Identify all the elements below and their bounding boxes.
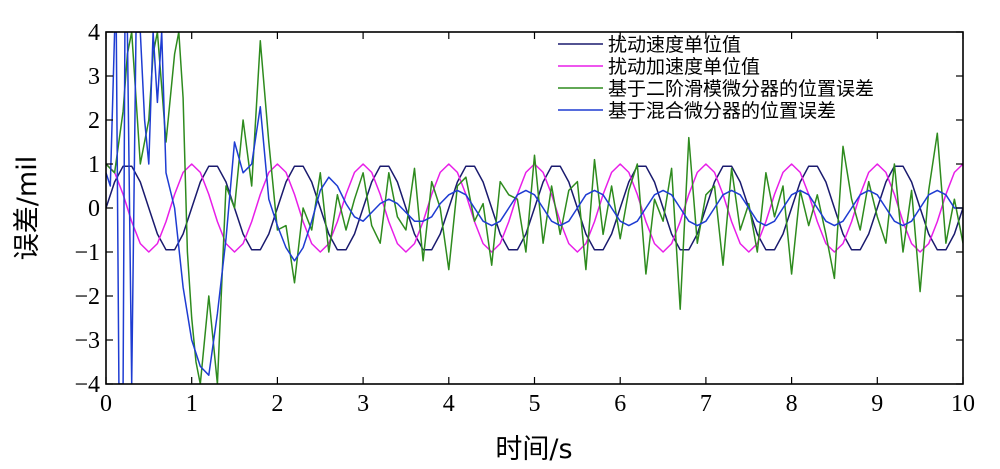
legend-label-3: 基于混合微分器的位置误差 [608,100,836,122]
y-tick-label: −4 [74,372,100,398]
y-tick-label: −2 [74,284,100,310]
x-tick-label: 8 [786,391,798,417]
x-tick-label: 6 [614,391,626,417]
x-tick-label: 3 [357,391,369,417]
x-tick-label: 0 [100,391,112,417]
legend-label-2: 基于二阶滑模微分器的位置误差 [608,78,874,100]
legend: 扰动速度单位值扰动加速度单位值基于二阶滑模微分器的位置误差基于混合微分器的位置误… [558,34,874,122]
ticks-layer [105,31,964,385]
x-tick-label: 10 [951,391,975,417]
x-tick-label: 4 [443,391,455,417]
y-tick-label: 0 [88,196,100,222]
x-tick-label: 7 [700,391,712,417]
legend-label-0: 扰动速度单位值 [608,34,741,56]
series-layer [106,32,963,384]
series-line-1 [106,163,963,253]
y-tick-label: 2 [88,108,100,134]
tick-labels: 0 1 2 3 4 5 6 7 8 9 10 −4 −3 −2 −1 0 1 2 3 4 [74,20,975,417]
x-tick-label: 2 [271,391,283,417]
y-tick-label: 3 [88,64,100,90]
legend-label-1: 扰动加速度单位值 [608,56,760,78]
y-tick-label: 4 [88,20,100,46]
series-line-3 [106,32,963,384]
y-axis-title: 误差/mil [12,156,43,260]
y-tick-label: 1 [88,152,100,178]
series-line-0 [106,165,963,251]
x-tick-label: 5 [529,391,541,417]
x-tick-label: 9 [871,391,883,417]
y-tick-label: −3 [74,328,100,354]
x-axis-title: 时间/s [495,434,572,465]
x-tick-label: 1 [186,391,198,417]
y-tick-label: −1 [74,240,100,266]
